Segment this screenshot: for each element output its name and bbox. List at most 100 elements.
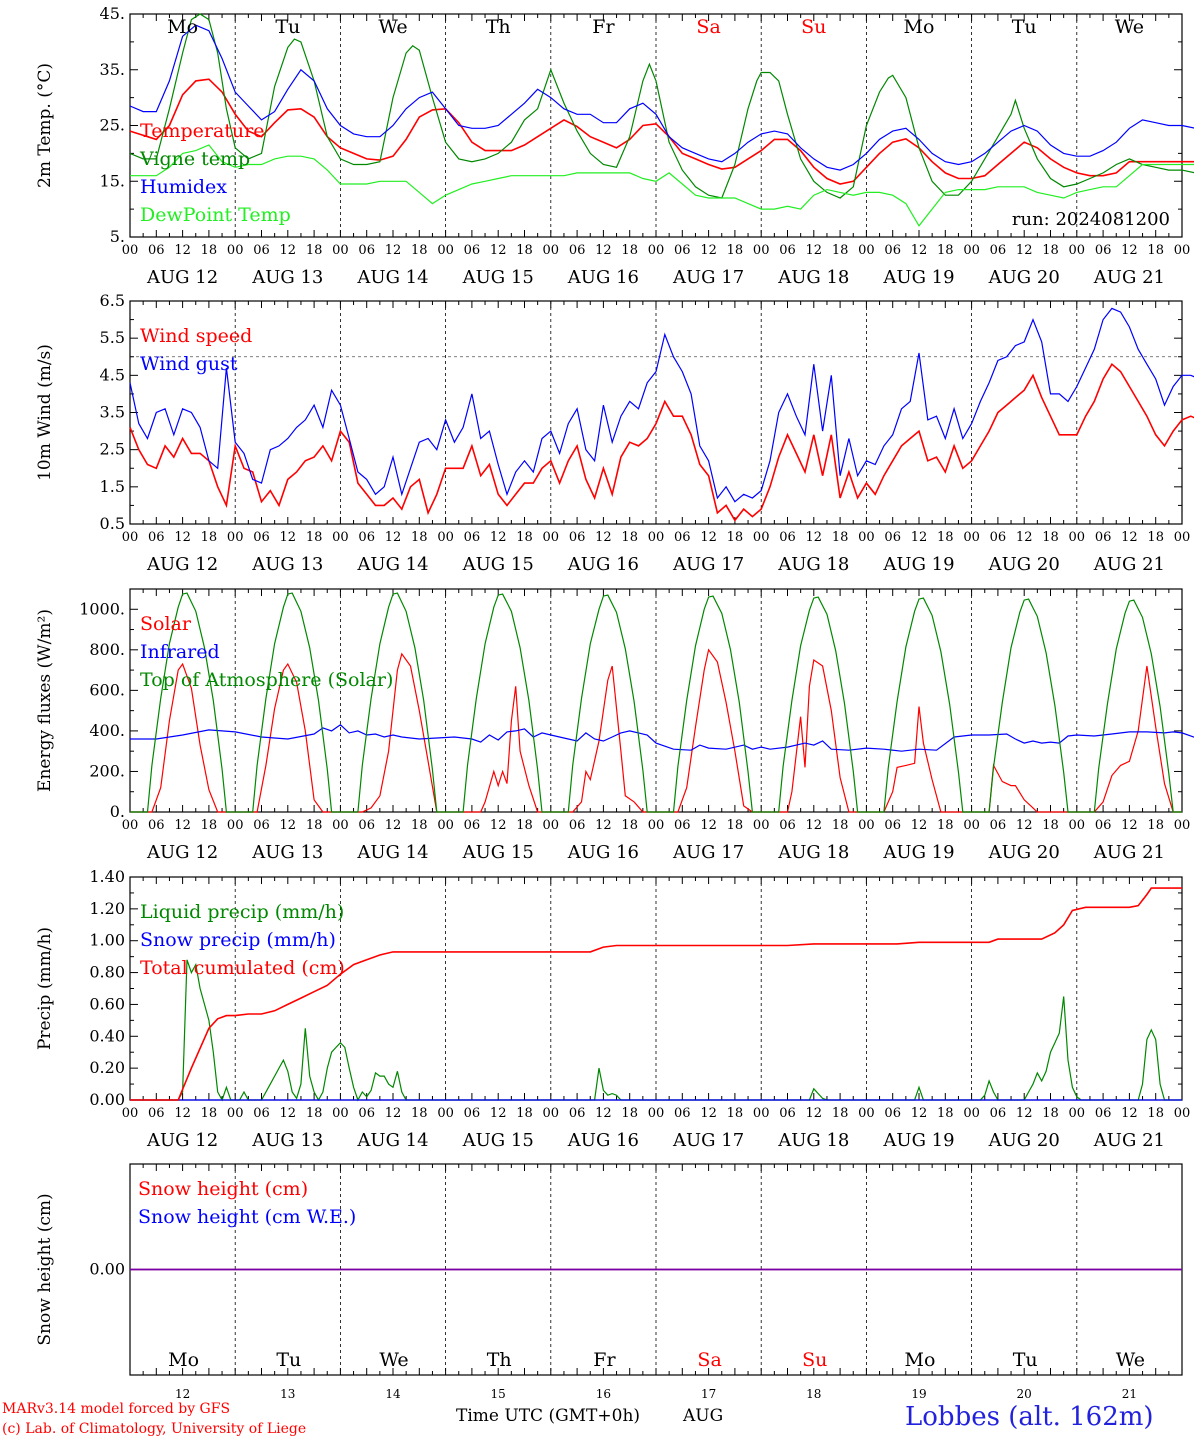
x-tick-label: 06 — [569, 1106, 586, 1121]
x-tick-label: 06 — [674, 818, 691, 833]
x-tick-label: 00 — [1174, 243, 1191, 258]
x-tick-label: 06 — [358, 1106, 375, 1121]
x-tick-label: 12 — [490, 818, 507, 833]
y-tick-label: 1.40 — [89, 867, 125, 886]
series-line-solar — [130, 648, 1182, 813]
x-tick-label: 00 — [437, 243, 454, 258]
y-tick-label: 2.5 — [100, 440, 125, 459]
x-tick-label: 18 — [727, 1106, 744, 1121]
legend-entry: Liquid precip (mm/h) — [140, 901, 344, 923]
x-tick-label: 00 — [858, 530, 875, 545]
day-number-label: 17 — [701, 1387, 716, 1401]
x-tick-label: 12 — [806, 818, 823, 833]
date-label: AUG 20 — [988, 267, 1060, 288]
weekday-label: Mo — [905, 1349, 936, 1371]
x-tick-label: 00 — [543, 818, 560, 833]
x-tick-label: 06 — [253, 1106, 270, 1121]
y-tick-label: 1.20 — [89, 899, 125, 918]
legend-entry: Wind gust — [140, 353, 238, 375]
x-tick-label: 12 — [1016, 1106, 1033, 1121]
x-tick-label: 12 — [806, 530, 823, 545]
y-tick-label: 1.00 — [89, 931, 125, 950]
y-tick-label: 0.20 — [89, 1058, 125, 1077]
x-tick-label: 18 — [411, 530, 428, 545]
y-axis-label: 10m Wind (m/s) — [35, 344, 55, 481]
x-tick-label: 06 — [884, 1106, 901, 1121]
x-tick-label: 18 — [411, 818, 428, 833]
series-line-total-cumulated-cm- — [130, 887, 1182, 1101]
x-tick-label: 18 — [411, 243, 428, 258]
y-tick-label: 6.5 — [100, 291, 125, 310]
x-tick-label: 18 — [1147, 243, 1164, 258]
x-tick-label: 06 — [148, 243, 165, 258]
x-tick-label: 00 — [753, 818, 770, 833]
y-tick-label: 0. — [110, 802, 125, 821]
x-tick-label: 12 — [385, 243, 402, 258]
x-tick-label: 00 — [858, 818, 875, 833]
x-tick-label: 12 — [280, 1106, 297, 1121]
legend-entry: Infrared — [140, 641, 220, 663]
x-tick-label: 12 — [700, 530, 717, 545]
date-label: AUG 19 — [882, 267, 954, 288]
weekday-label: Th — [486, 16, 511, 38]
date-label: AUG 21 — [1093, 554, 1165, 575]
x-tick-label: 18 — [832, 818, 849, 833]
panel-frame — [129, 588, 1183, 813]
x-tick-label: 12 — [490, 530, 507, 545]
y-tick-label: 5. — [110, 227, 125, 246]
day-number-label: 16 — [596, 1387, 611, 1401]
x-tick-label: 18 — [832, 1106, 849, 1121]
y-tick-label: 4.5 — [100, 365, 125, 384]
date-label: AUG 18 — [777, 554, 849, 575]
x-tick-label: 00 — [648, 243, 665, 258]
x-tick-label: 18 — [1042, 243, 1059, 258]
panel-temperature: 5. 15. 25. 35. 45. 2m Temp. (°C) 00 06 12 18 AUG 1… — [35, 4, 1194, 288]
x-tick-label: 00 — [122, 818, 139, 833]
date-label: AUG 13 — [251, 554, 323, 575]
weekday-label: Fr — [593, 1349, 616, 1371]
x-tick-label: 00 — [122, 530, 139, 545]
panel-precip: 0.00 0.20 0.40 0.60 0.80 1.00 1.20 1.40 Precip (… — [35, 867, 1190, 1151]
x-tick-label: 12 — [280, 243, 297, 258]
series-line-humidex — [129, 24, 1194, 171]
x-tick-label: 12 — [174, 818, 191, 833]
x-tick-label: 00 — [122, 1106, 139, 1121]
x-tick-label: 18 — [516, 1106, 533, 1121]
x-tick-label: 18 — [1147, 818, 1164, 833]
y-tick-label: 25. — [100, 116, 125, 135]
x-tick-label: 06 — [464, 1106, 481, 1121]
x-tick-label: 12 — [595, 1106, 612, 1121]
x-tick-label: 12 — [806, 1106, 823, 1121]
series-line-wind-speed — [129, 362, 1194, 522]
y-tick-label: 35. — [100, 60, 125, 79]
y-tick-label: 0.00 — [89, 1090, 125, 1109]
x-tick-label: 06 — [1095, 1106, 1112, 1121]
x-tick-label: 12 — [1016, 530, 1033, 545]
x-tick-label: 06 — [253, 530, 270, 545]
y-axis-label: Precip (mm/h) — [35, 927, 55, 1050]
x-tick-label: 18 — [306, 243, 323, 258]
x-tick-label: 12 — [1016, 243, 1033, 258]
x-tick-label: 06 — [464, 243, 481, 258]
x-tick-label: 18 — [727, 243, 744, 258]
weekday-label: Mo — [168, 1349, 199, 1371]
x-tick-label: 06 — [569, 818, 586, 833]
x-tick-label: 12 — [174, 243, 191, 258]
legend-entry: Solar — [140, 613, 192, 635]
panel-snow: 0.00 Snow height (cm) Snow height (cm) Snow… — [35, 1163, 1183, 1401]
legend-entry: Snow height (cm) — [138, 1178, 308, 1200]
date-label: AUG 15 — [462, 554, 534, 575]
x-tick-label: 18 — [621, 1106, 638, 1121]
y-tick-label: 1.5 — [100, 477, 125, 496]
x-tick-label: 18 — [201, 530, 218, 545]
y-tick-label: 45. — [100, 4, 125, 23]
date-label: AUG 20 — [988, 842, 1060, 863]
legend-entry: Snow precip (mm/h) — [140, 929, 336, 951]
weekday-label: Th — [487, 1349, 512, 1371]
date-label: AUG 19 — [882, 1130, 954, 1151]
day-number-label: 15 — [491, 1387, 506, 1401]
date-label: AUG 16 — [567, 842, 639, 863]
date-label: AUG 17 — [672, 554, 744, 575]
date-label: AUG 13 — [251, 842, 323, 863]
day-number-label: 21 — [1122, 1387, 1137, 1401]
